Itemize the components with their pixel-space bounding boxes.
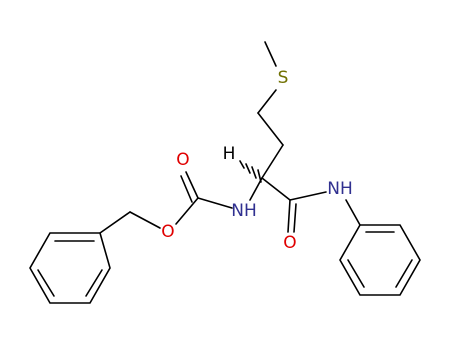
bond (175, 197, 199, 225)
bond (85, 269, 103, 297)
bond (180, 175, 193, 203)
atom-label: H (223, 144, 236, 164)
ring (339, 224, 421, 296)
atom-label: NH (327, 179, 353, 199)
bond (185, 171, 199, 199)
bond (257, 89, 277, 114)
atom-label: O (161, 222, 174, 242)
hashed-wedge (239, 160, 262, 183)
bond (293, 203, 297, 233)
bond (249, 177, 263, 201)
atom-label: NH (231, 201, 257, 221)
bond (347, 259, 365, 288)
atom-label: O (283, 233, 296, 253)
bond (261, 177, 291, 201)
bond (197, 197, 233, 209)
bond (287, 199, 291, 233)
atom-label: S (278, 68, 289, 88)
bond (129, 211, 161, 229)
bond (99, 211, 131, 234)
bond (345, 199, 361, 226)
bond (261, 144, 284, 179)
bond (257, 112, 284, 146)
ring (29, 232, 111, 304)
bond (289, 191, 327, 201)
bond (395, 259, 413, 288)
bond (264, 41, 277, 67)
bond (37, 269, 55, 297)
atom-label: O (176, 150, 189, 170)
